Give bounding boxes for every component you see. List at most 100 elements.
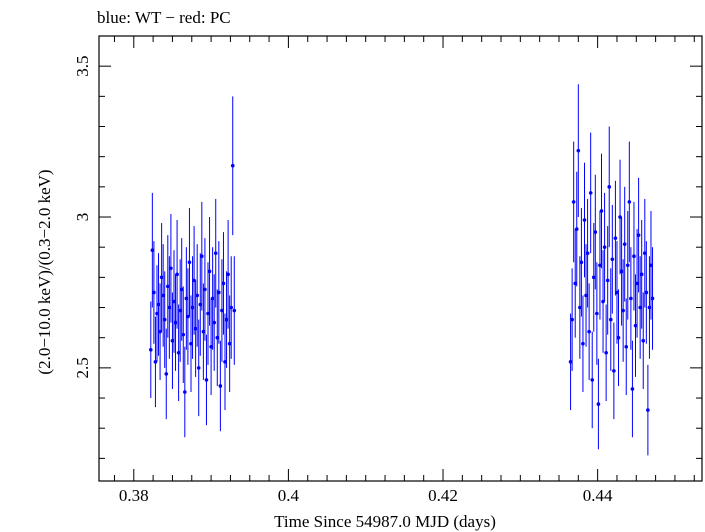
x-tick-label: 0.38 <box>119 486 149 505</box>
data-point <box>576 148 581 153</box>
data-point <box>173 320 178 325</box>
data-point <box>574 227 579 231</box>
data-point <box>218 384 223 388</box>
data-point <box>230 163 235 168</box>
data-point <box>155 311 159 316</box>
data-point <box>627 200 632 204</box>
data-point <box>175 272 179 277</box>
data-point <box>187 260 192 265</box>
data-point <box>588 191 593 195</box>
y-tick-label: 3.5 <box>73 56 92 77</box>
data-point <box>176 350 181 355</box>
data-point <box>223 360 227 364</box>
data-point <box>166 284 170 289</box>
data-point <box>150 248 155 253</box>
y-axis-label: (2.0−10.0 keV)/(0.3−2.0 keV) <box>35 169 54 374</box>
data-point <box>196 366 201 370</box>
data-point <box>622 242 627 246</box>
data-point <box>167 305 172 310</box>
data-point <box>198 302 203 307</box>
data-point <box>172 299 176 304</box>
data-point <box>615 290 619 295</box>
data-point <box>647 305 652 310</box>
data-point <box>221 281 226 286</box>
data-point <box>612 369 616 373</box>
data-point <box>162 317 167 322</box>
data-point <box>616 335 621 340</box>
data-point <box>599 209 604 213</box>
data-point <box>591 275 596 280</box>
data-point <box>229 305 233 310</box>
data-point <box>164 372 169 376</box>
data-point <box>638 305 642 310</box>
data-point <box>644 290 649 295</box>
data-point <box>607 185 612 189</box>
chart-title: blue: WT − red: PC <box>97 8 231 27</box>
data-point <box>181 332 186 337</box>
data-point <box>568 360 573 364</box>
data-point <box>630 387 635 391</box>
data-series <box>148 84 655 456</box>
data-point <box>604 350 608 355</box>
data-point <box>632 254 636 259</box>
data-point <box>639 272 644 277</box>
data-point <box>227 341 232 346</box>
data-point <box>224 317 229 322</box>
data-point <box>584 293 588 298</box>
data-point <box>625 263 630 268</box>
data-point <box>598 263 602 268</box>
data-point <box>158 329 162 334</box>
data-point <box>170 338 175 343</box>
data-point <box>209 344 213 349</box>
data-point <box>153 360 158 364</box>
data-point <box>629 296 633 301</box>
data-point <box>212 320 216 325</box>
data-point <box>608 317 613 322</box>
data-point <box>613 236 618 240</box>
y-tick-label: 3 <box>73 213 92 222</box>
data-point <box>183 390 187 394</box>
x-tick-label: 0.42 <box>428 486 458 505</box>
data-point <box>573 281 578 286</box>
data-point <box>579 260 584 265</box>
data-point <box>220 308 224 313</box>
data-point <box>179 287 184 292</box>
data-point <box>618 215 622 219</box>
data-point <box>178 308 182 313</box>
data-point <box>636 233 641 237</box>
data-point <box>650 296 655 301</box>
y-axis: 2.5 3 3.5 <box>73 35 702 459</box>
data-point <box>217 290 221 295</box>
data-point <box>190 305 195 310</box>
data-point <box>206 311 210 316</box>
series-wt <box>148 96 237 438</box>
data-point <box>619 269 624 274</box>
data-point <box>161 293 165 298</box>
data-point <box>193 326 198 331</box>
data-point <box>571 200 576 204</box>
data-point <box>587 329 591 334</box>
data-point <box>192 278 196 283</box>
x-axis-label: Time Since 54987.0 MJD (days) <box>274 512 496 531</box>
data-point <box>621 308 625 313</box>
data-point <box>610 257 615 262</box>
data-point <box>186 314 190 319</box>
data-point <box>602 245 607 249</box>
data-point <box>159 275 164 280</box>
data-point <box>201 329 206 334</box>
data-point <box>148 347 153 352</box>
data-point <box>156 302 161 307</box>
data-point <box>633 323 638 328</box>
data-point <box>585 251 590 256</box>
data-point <box>232 308 237 313</box>
data-point <box>213 251 218 256</box>
x-axis: 0.38 0.4 0.42 0.44 <box>113 36 695 505</box>
data-point <box>204 378 209 382</box>
data-point <box>189 341 193 346</box>
data-point <box>582 218 587 222</box>
data-point <box>590 378 595 382</box>
data-point <box>226 272 230 277</box>
data-point <box>641 338 646 343</box>
data-point <box>624 344 629 349</box>
data-point <box>605 278 610 283</box>
